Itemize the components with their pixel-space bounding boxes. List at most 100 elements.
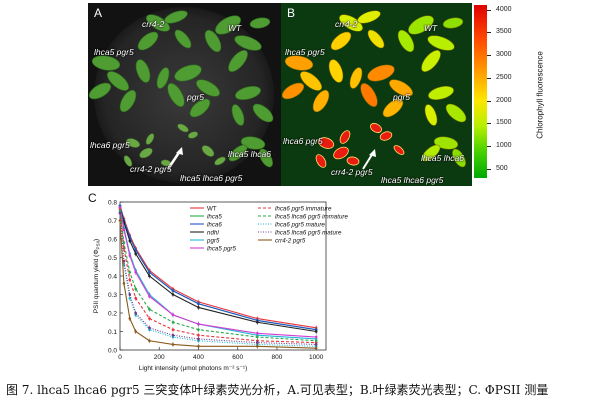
genotype-label-lhca6-pgr5: lhca6 pgr5 <box>90 140 130 150</box>
colorbar-tick-label: 4000 <box>496 5 512 13</box>
colorbar-tick-mark <box>487 32 491 34</box>
y-tick-label: 0.4 <box>108 274 117 281</box>
data-point <box>134 248 137 252</box>
data-point <box>122 241 126 244</box>
genotype-label-pgr5: pgr5 <box>393 92 411 102</box>
legend-label: lhca5 lhca6 pgr5 mature <box>275 229 342 236</box>
data-point <box>118 211 122 215</box>
y-tick-label: 0.1 <box>108 329 117 336</box>
colorbar-tick-label: 1500 <box>496 119 512 127</box>
legend-label: lhca5 lhca6 pgr5 immature <box>275 213 348 220</box>
colorbar-tick-mark <box>487 146 491 148</box>
data-point <box>171 333 175 337</box>
x-tick-label: 200 <box>154 354 165 361</box>
data-point <box>128 278 132 281</box>
psii-yield-chart: C 0.0 0.1 0.2 0.3 0.4 0.5 0.6 0.7 0.8 0 200 400 600 80… <box>88 191 348 372</box>
data-point <box>256 341 259 344</box>
genotype-label-crr4-2-pgr5: crr4-2 pgr5 <box>130 164 172 174</box>
data-point <box>148 295 151 298</box>
data-point <box>314 343 318 346</box>
y-tick-label: 0.6 <box>108 237 117 244</box>
data-point <box>197 328 200 331</box>
panel-b-fluorescence: B crr4-2 WT lhca5 pgr5 pgr5 lhca6 pgr5 l… <box>281 3 472 186</box>
figure-caption: 图 7. lhca5 lhca6 pgr5 三突变体叶绿素荧光分析，A.可见表型… <box>6 383 549 397</box>
data-point <box>314 339 318 343</box>
genotype-label-crr4-2: crr4-2 <box>335 19 358 29</box>
colorbar-tick-label: 500 <box>496 164 508 172</box>
colorbar-tick-mark <box>487 77 491 79</box>
colorbar-gradient <box>474 5 487 178</box>
data-point <box>134 330 137 333</box>
y-tick-label: 0.7 <box>108 218 117 225</box>
data-point <box>197 306 200 309</box>
series-line <box>119 213 317 347</box>
data-point <box>134 311 137 315</box>
fluorescence-image <box>281 3 472 186</box>
colorbar-tick-mark <box>487 55 491 57</box>
colorbar-tick-mark <box>487 168 491 170</box>
data-point <box>171 313 175 317</box>
genotype-label-lhca5-pgr5: lhca5 pgr5 <box>285 47 325 57</box>
colorbar-tick-mark <box>487 123 491 125</box>
data-point <box>122 228 126 232</box>
data-point <box>148 308 151 311</box>
data-point <box>197 302 200 306</box>
y-tick-label: 0.0 <box>108 348 117 355</box>
data-point <box>171 293 175 296</box>
data-point <box>256 320 259 324</box>
panel-c-chart: C 0.0 0.1 0.2 0.3 0.4 0.5 0.6 0.7 0.8 0 200 400 600 80… <box>88 190 472 380</box>
panel-a-label: A <box>94 6 103 20</box>
data-point <box>128 254 132 257</box>
legend-label: lhca6 pgr5 immature <box>275 205 332 212</box>
genotype-label-lhca6-pgr5: lhca6 pgr5 <box>283 136 323 146</box>
data-point <box>128 317 132 320</box>
legend-label: lhca5 pgr5 <box>207 245 236 252</box>
colorbar-tick-label: 2000 <box>496 96 512 104</box>
colorbar-tick-mark <box>487 9 491 11</box>
data-point <box>134 287 137 291</box>
legend-label: ndhl <box>207 229 219 236</box>
fluorescence-colorbar: 4000 3500 3000 2500 2000 1500 1000 500 Chloroph… <box>472 3 592 186</box>
data-point <box>256 345 259 348</box>
data-point <box>148 274 151 278</box>
y-tick-label: 0.3 <box>108 292 117 299</box>
data-point <box>148 326 151 330</box>
data-point <box>256 332 259 335</box>
genotype-label-lhca5-pgr5: lhca5 pgr5 <box>94 47 134 57</box>
data-point <box>148 317 151 320</box>
data-point <box>171 343 175 346</box>
data-point <box>134 252 137 256</box>
y-tick-label: 0.2 <box>108 311 117 318</box>
genotype-label-lhca5-lhca6: lhca5 lhca6 <box>228 149 272 159</box>
data-point <box>122 282 126 285</box>
y-axis-label: PSII quantum yield (ΦPSII) <box>93 239 101 313</box>
data-point <box>128 293 132 296</box>
panel-a-photo: A crr4-2 WT lhca5 pgr5 pgr5 lhca6 pgr5 l… <box>88 3 281 186</box>
data-point <box>197 345 200 348</box>
x-tick-label: 1000 <box>309 354 324 361</box>
y-tick-label: 0.5 <box>108 255 117 262</box>
x-tick-label: 600 <box>232 354 243 361</box>
data-point <box>314 346 318 350</box>
data-point <box>134 296 137 300</box>
series-line <box>119 211 317 342</box>
legend-label: WT <box>207 205 217 212</box>
x-axis-label: Light intensity (μmol photons m⁻² s⁻¹) <box>139 365 248 372</box>
data-point <box>314 335 318 339</box>
data-point <box>314 330 318 333</box>
genotype-label-wt: WT <box>424 23 438 33</box>
colorbar-tick-label: 3000 <box>496 51 512 59</box>
data-point <box>118 219 122 222</box>
data-point <box>148 339 151 343</box>
genotype-label-crr4-2: crr4-2 <box>142 19 165 29</box>
genotype-label-lhca5-lhca6-pgr5: lhca5 lhca6 pgr5 <box>180 173 243 183</box>
data-point <box>171 320 175 324</box>
x-tick-label: 0 <box>118 354 122 361</box>
data-point <box>171 328 175 331</box>
panel-b-label: B <box>287 6 296 20</box>
plant-photo <box>88 3 281 186</box>
data-point <box>134 271 137 274</box>
y-tick-label: 0.8 <box>108 200 117 207</box>
legend-label: pgr5 <box>206 237 220 244</box>
data-point <box>197 333 200 337</box>
